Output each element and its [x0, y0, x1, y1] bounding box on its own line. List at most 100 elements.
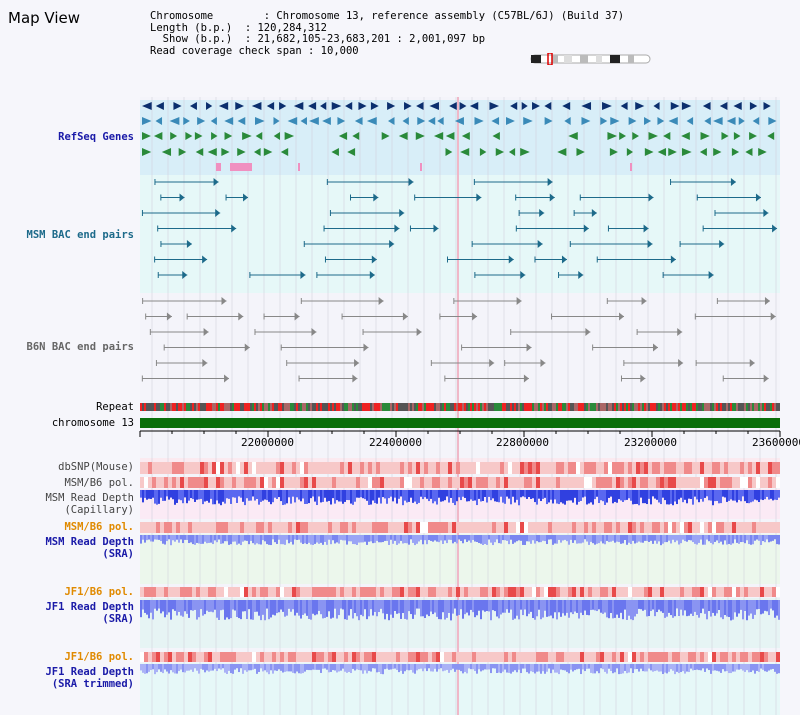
read-depth-bar — [192, 490, 194, 500]
polymorphism-cell — [592, 462, 596, 474]
read-depth-bar — [548, 535, 550, 540]
bac-end-arrow — [238, 312, 244, 321]
read-depth-bar — [272, 600, 274, 615]
polymorphism-cell — [652, 522, 656, 533]
read-depth-bar — [504, 535, 506, 541]
read-depth-bar — [520, 535, 522, 541]
read-depth-bar — [662, 600, 664, 613]
polymorphism-cell — [676, 477, 680, 488]
read-depth-bar — [302, 490, 304, 499]
read-depth-bar — [520, 664, 522, 674]
repeat-segment — [484, 403, 486, 411]
read-depth-bar — [692, 600, 694, 616]
polymorphism-cell — [540, 522, 544, 533]
read-depth-bar — [552, 535, 554, 545]
read-depth-bar — [492, 490, 494, 499]
read-depth-bar — [142, 600, 144, 610]
read-depth-bar — [524, 664, 526, 669]
polymorphism-cell — [644, 522, 648, 533]
bac-end-arrow — [369, 271, 375, 279]
gene-glyph — [206, 102, 213, 110]
repeat-segment — [194, 403, 196, 411]
read-depth-bar — [580, 664, 582, 675]
gene-glyph — [632, 132, 639, 140]
read-depth-bar — [272, 535, 274, 540]
read-depth-bar — [536, 600, 538, 617]
polymorphism-cell — [688, 462, 692, 474]
read-depth-bar — [772, 664, 774, 669]
polymorphism-cell — [664, 652, 668, 662]
repeat-segment — [482, 403, 484, 411]
read-depth-bar — [422, 664, 424, 672]
read-depth-bar — [276, 535, 278, 544]
read-depth-bar — [452, 535, 454, 544]
read-depth-bar — [170, 535, 172, 546]
polymorphism-cell — [592, 652, 596, 662]
gene-glyph — [255, 117, 265, 125]
polymorphism-cell — [464, 652, 468, 662]
read-depth-bar — [766, 535, 768, 540]
polymorphism-cell — [608, 477, 612, 488]
polymorphism-cell — [340, 462, 344, 474]
read-depth-bar — [680, 600, 682, 610]
read-depth-bar — [496, 600, 498, 617]
polymorphism-cell — [164, 477, 168, 488]
polymorphism-cell — [728, 587, 732, 597]
polymorphism-cell — [632, 477, 636, 488]
polymorphism-cell — [496, 477, 500, 488]
read-depth-bar — [288, 600, 290, 609]
bac-end-arrow — [508, 255, 514, 264]
polymorphism-cell — [192, 522, 196, 533]
read-depth-bar — [352, 664, 354, 669]
read-depth-bar — [166, 600, 168, 615]
polymorphism-cell — [444, 462, 448, 474]
label-jf1-depth-sra-1: JF1 Read Depth — [45, 601, 134, 613]
read-depth-bar — [550, 664, 552, 674]
polymorphism-cell — [764, 462, 768, 474]
polymorphism-cell — [364, 587, 368, 597]
polymorphism-cell — [772, 652, 776, 662]
read-depth-bar — [400, 490, 402, 497]
polymorphism-cell — [412, 522, 416, 533]
polymorphism-cell — [192, 587, 196, 597]
polymorphism-cell — [280, 587, 284, 597]
read-depth-bar — [674, 535, 676, 543]
bac-end-arrow — [578, 271, 584, 279]
polymorphism-cell — [712, 462, 716, 474]
polymorphism-cell — [708, 587, 712, 597]
read-depth-bar — [506, 600, 508, 610]
polymorphism-cell — [656, 522, 660, 533]
read-depth-bar — [260, 535, 262, 545]
read-depth-bar — [188, 600, 190, 618]
read-depth-bar — [406, 600, 408, 620]
read-depth-bar — [530, 490, 532, 499]
repeat-segment — [358, 403, 360, 411]
read-depth-bar — [408, 664, 410, 671]
polymorphism-cell — [484, 652, 488, 662]
gene-glyph — [189, 102, 197, 110]
read-depth-bar — [690, 490, 692, 500]
read-depth-bar — [358, 490, 360, 498]
read-depth-bar — [572, 600, 574, 615]
read-depth-bar — [152, 600, 154, 620]
chromosome-ideogram[interactable] — [530, 53, 652, 65]
read-depth-bar — [544, 600, 546, 611]
repeat-segment — [668, 403, 670, 411]
read-depth-bar — [262, 490, 264, 501]
polymorphism-cell — [200, 522, 204, 533]
repeat-segment — [562, 403, 564, 411]
read-depth-bar — [748, 664, 750, 673]
polymorphism-cell — [204, 522, 208, 533]
gene-glyph — [251, 102, 262, 110]
read-depth-bar — [754, 490, 756, 500]
polymorphism-cell — [592, 587, 596, 597]
read-depth-bar — [502, 664, 504, 672]
read-depth-bar — [140, 600, 142, 618]
polymorphism-cell — [420, 587, 424, 597]
read-depth-bar — [474, 535, 476, 542]
read-depth-bar — [320, 490, 322, 503]
polymorphism-cell — [564, 477, 568, 488]
polymorphism-cell — [220, 652, 224, 662]
read-depth-bar — [244, 490, 246, 506]
